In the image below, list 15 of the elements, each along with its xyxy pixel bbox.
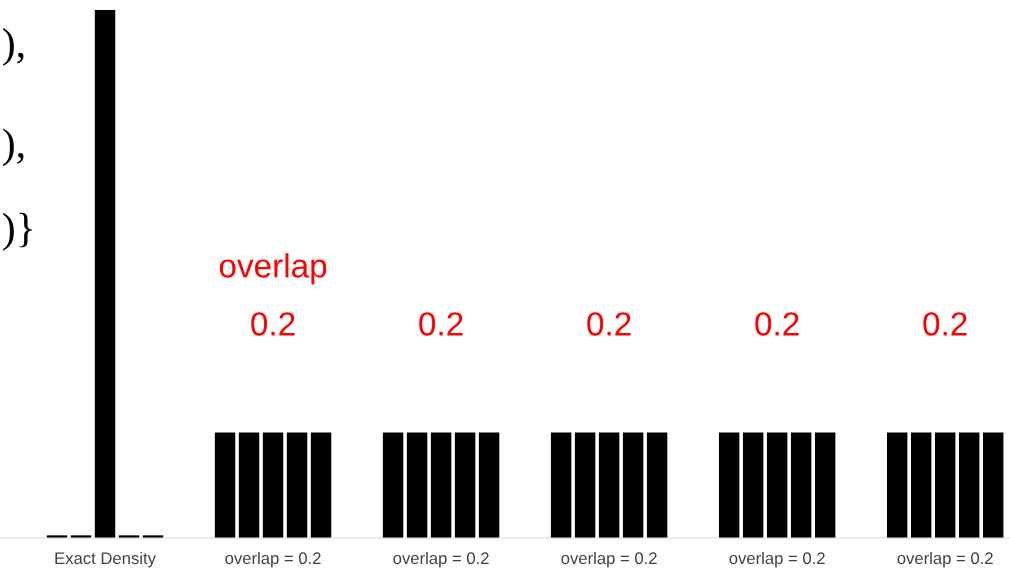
x-tick-label: overlap = 0.2 [225,551,321,568]
annotation: 0.2 [251,312,295,336]
x-tick-label: overlap = 0.2 [561,551,657,568]
annotation: overlap [219,253,327,285]
text: ), [3,128,24,167]
annotation: 0.2 [419,312,463,336]
annotation: 0.2 [587,312,631,336]
text: ), [3,28,24,66]
text: )} [3,212,32,251]
x-tick-label: overlap = 0.2 [897,551,993,568]
x-tick-label: overlap = 0.2 [729,551,825,568]
x-tick-label: overlap = 0.2 [393,551,489,568]
annotation: 0.2 [923,312,967,336]
x-tick-label: Exact Density [55,551,156,568]
annotation: 0.2 [755,312,799,336]
